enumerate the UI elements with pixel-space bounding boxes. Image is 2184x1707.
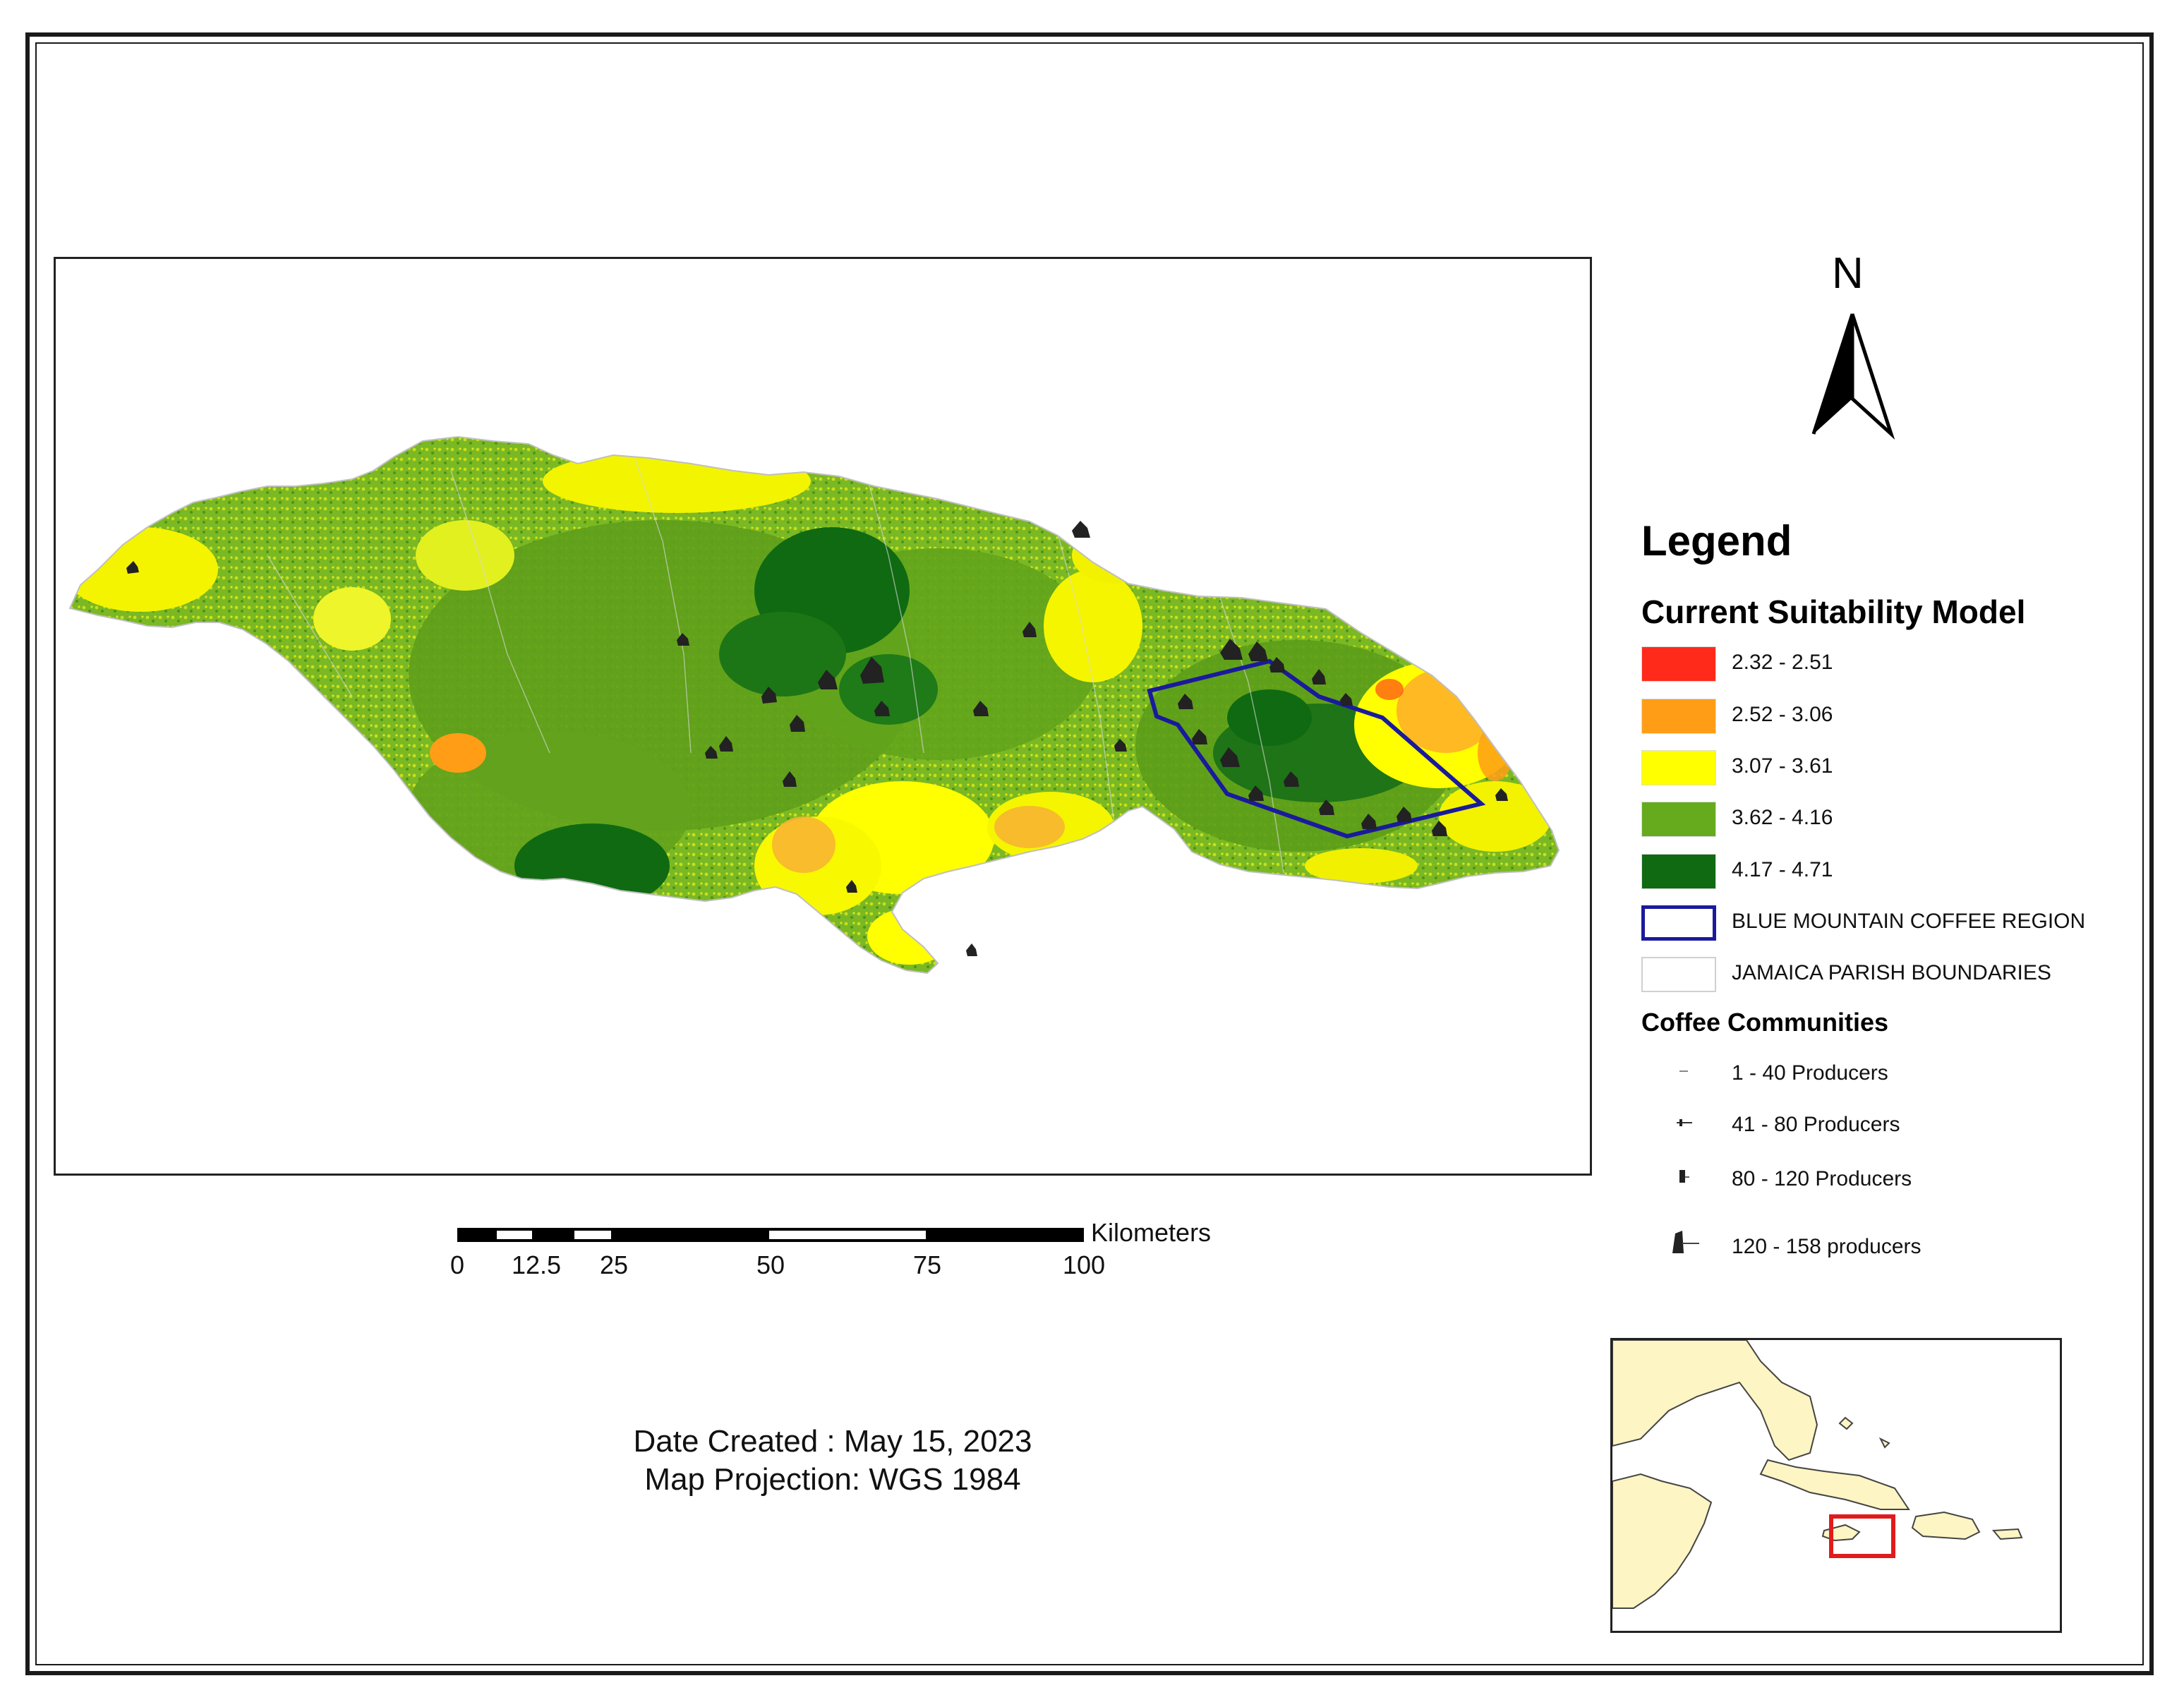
coffee-communities-title: Coffee Communities	[1641, 1008, 1889, 1037]
inner-border	[35, 42, 2144, 1665]
blue-mountain-region-outline	[1147, 658, 1486, 839]
coffee-community-markers	[126, 521, 1508, 956]
inset-landmasses	[1612, 1340, 2023, 1609]
legend-swatch	[1641, 750, 1716, 785]
outer-border	[25, 32, 2154, 1675]
legend-class-label: 2.32 - 2.51	[1732, 651, 1833, 674]
scale-tick-label: 12.5	[511, 1250, 562, 1279]
main-map-frame	[54, 257, 1592, 1176]
date-created: Date Created : May 15, 2023	[633, 1424, 1032, 1459]
suitability-model-title: Current Suitability Model	[1641, 593, 2026, 630]
scale-tick-label: 0	[450, 1250, 465, 1279]
scale-tick-label: 75	[912, 1250, 942, 1279]
community-symbol-large-icon	[1679, 1170, 1689, 1183]
scale-tick-label: 50	[756, 1250, 785, 1279]
region-label: BLUE MOUNTAIN COFFEE REGION	[1732, 910, 2086, 933]
legend-class-label: 4.17 - 4.71	[1732, 858, 1833, 881]
map-metadata: Date Created : May 15, 2023 Map Projecti…	[452, 1423, 1214, 1499]
caribbean-locator-map	[1612, 1340, 2023, 1609]
legend-swatch	[1641, 699, 1716, 734]
jamaica-highlight-box	[1829, 1514, 1895, 1558]
legend-class-label: 3.62 - 4.16	[1732, 806, 1833, 829]
legend-swatch	[1641, 646, 1716, 682]
suitability-raster	[70, 437, 1559, 973]
community-label: 41 - 80 Producers	[1732, 1113, 1900, 1136]
legend-swatch	[1641, 854, 1716, 889]
map-projection: Map Projection: WGS 1984	[644, 1462, 1021, 1497]
legend-class-label: 3.07 - 3.61	[1732, 754, 1833, 778]
community-symbol-medium-icon	[1677, 1119, 1692, 1126]
jamaica-suitability-map	[68, 435, 1560, 975]
scale-tick-label: 100	[1062, 1250, 1106, 1279]
legend-class-label: 2.52 - 3.06	[1732, 703, 1833, 726]
north-label: N	[1832, 249, 1864, 298]
island-outline	[68, 435, 1560, 975]
scale-bar	[457, 1228, 1084, 1242]
locator-inset-map	[1610, 1338, 2062, 1633]
north-arrow-icon	[1811, 313, 1895, 440]
scale-tick-label: 25	[599, 1250, 629, 1279]
parish-label: JAMAICA PARISH BOUNDARIES	[1732, 961, 2051, 984]
community-label: 1 - 40 Producers	[1732, 1061, 1888, 1085]
community-symbol-xlarge-icon	[1672, 1231, 1699, 1253]
region-swatch	[1641, 905, 1716, 941]
legend-swatch	[1641, 802, 1716, 837]
parish-swatch	[1641, 957, 1716, 992]
community-symbol-small-icon	[1679, 1070, 1688, 1072]
scale-unit-label: Kilometers	[1091, 1218, 1212, 1247]
community-label: 120 - 158 producers	[1732, 1235, 1921, 1258]
community-label: 80 - 120 Producers	[1732, 1167, 1912, 1190]
legend-title: Legend	[1641, 517, 1792, 565]
